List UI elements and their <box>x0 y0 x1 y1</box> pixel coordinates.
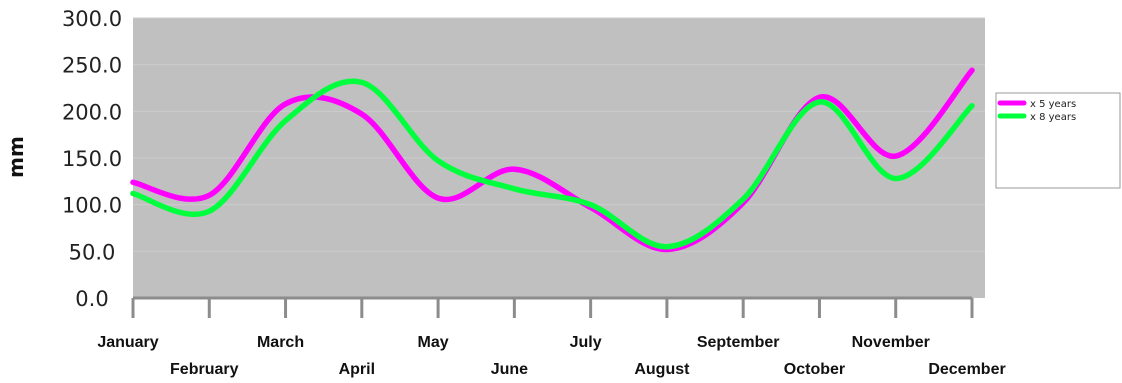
legend-box <box>995 92 1121 189</box>
x-tick-label: October <box>784 361 845 378</box>
series-line <box>130 67 975 253</box>
x-tick-label: December <box>928 361 1005 378</box>
legend-label: x 5 years <box>1030 99 1076 110</box>
y-tick-label: 50.0 <box>69 240 116 264</box>
x-tick-label: July <box>570 334 602 351</box>
y-tick-label: 300.0 <box>62 7 122 31</box>
x-tick-label: November <box>852 334 930 351</box>
x-tick-label: August <box>634 361 690 378</box>
y-tick-label: 100.0 <box>62 194 122 218</box>
x-tick-label: September <box>697 334 780 351</box>
series-line <box>130 78 975 250</box>
y-tick-label: 250.0 <box>62 54 122 78</box>
y-tick-label: 0.0 <box>75 287 108 311</box>
x-tick-label: April <box>339 361 375 378</box>
x-tick-label: March <box>257 334 304 351</box>
y-axis-label: mm <box>4 136 28 178</box>
legend-label: x 8 years <box>1030 112 1076 123</box>
x-tick-label: June <box>491 361 528 378</box>
y-tick-label: 150.0 <box>62 147 122 171</box>
x-tick-label: February <box>170 361 239 378</box>
legend: x 5 years x 8 years <box>995 92 1121 189</box>
x-tick-label: May <box>418 334 449 351</box>
y-tick-label: 200.0 <box>62 100 122 124</box>
x-tick-label: January <box>97 334 158 351</box>
